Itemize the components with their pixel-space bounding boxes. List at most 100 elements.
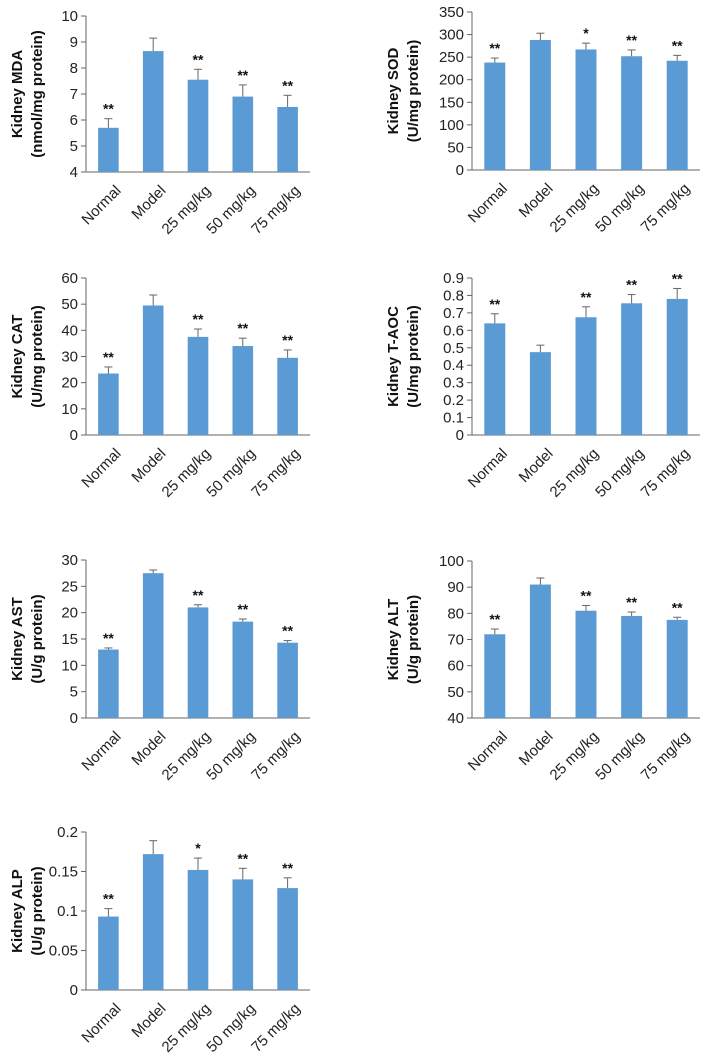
y-tick-label: 5 <box>70 138 78 155</box>
y-tick-label: 50 <box>447 684 464 701</box>
significance-marker: ** <box>193 587 204 603</box>
bar <box>529 39 551 170</box>
significance-marker: ** <box>193 311 204 327</box>
y-tick-label: 6 <box>70 112 78 129</box>
y-tick-label: 0.05 <box>49 943 78 960</box>
bar <box>98 373 119 435</box>
x-tick-label: Model <box>516 445 557 486</box>
significance-marker: ** <box>581 289 592 305</box>
significance-marker: ** <box>282 77 293 93</box>
y-axis-title: Kidney MDA <box>9 50 26 139</box>
y-tick-label: 350 <box>439 4 464 21</box>
significance-marker: ** <box>672 37 683 53</box>
y-tick-label: 10 <box>61 8 78 25</box>
bar <box>666 619 688 718</box>
y-tick-label: 0.3 <box>443 375 464 392</box>
y-tick-label: 7 <box>70 86 78 103</box>
bar <box>484 62 506 171</box>
bar <box>575 610 597 718</box>
y-tick-label: 50 <box>61 296 78 313</box>
bar <box>142 573 164 718</box>
bar <box>277 642 298 718</box>
x-tick-label: 75 mg/kg <box>638 728 694 784</box>
y-tick-label: 20 <box>61 605 78 622</box>
significance-marker: ** <box>237 67 248 83</box>
significance-marker: ** <box>626 277 637 293</box>
y-tick-label: 0.2 <box>443 392 464 409</box>
bar <box>277 107 298 172</box>
significance-marker: ** <box>103 349 114 365</box>
y-axis-title: Kidney SOD <box>385 47 402 134</box>
y-tick-label: 300 <box>439 27 464 44</box>
y-axis-subtitle: (U/mg protein) <box>405 40 422 143</box>
x-tick-label: Normal <box>465 728 511 774</box>
x-tick-label: 75 mg/kg <box>638 180 694 236</box>
bar <box>232 96 254 172</box>
y-tick-label: 9 <box>70 34 78 51</box>
x-tick-label: 50 mg/kg <box>592 728 648 784</box>
chart-panel: 4 5 6 7 8 9 10 Kidney MDA (nmol/mg protein) ** Nor… <box>9 8 310 238</box>
y-tick-label: 0.1 <box>57 903 78 920</box>
y-tick-label: 0 <box>456 162 464 179</box>
significance-marker: * <box>583 25 589 41</box>
x-tick-label: Normal <box>78 728 124 774</box>
bar <box>187 869 209 990</box>
bar <box>232 346 254 435</box>
bar <box>666 298 688 435</box>
x-tick-label: 50 mg/kg <box>592 180 648 236</box>
bar <box>187 336 209 435</box>
x-tick-label: Normal <box>78 445 124 491</box>
bar <box>142 305 164 435</box>
y-tick-label: 60 <box>447 658 464 675</box>
x-tick-label: 25 mg/kg <box>547 728 603 784</box>
y-tick-label: 0.2 <box>57 824 78 841</box>
bar <box>575 317 597 435</box>
significance-marker: ** <box>103 101 114 117</box>
x-tick-label: Normal <box>465 445 511 491</box>
y-tick-label: 90 <box>447 579 464 596</box>
y-axis-subtitle: (U/mg protein) <box>29 305 46 408</box>
y-tick-label: 15 <box>61 631 78 648</box>
significance-marker: ** <box>103 630 114 646</box>
bar <box>232 879 254 990</box>
y-tick-label: 25 <box>61 578 78 595</box>
y-tick-label: 30 <box>61 349 78 366</box>
bar <box>142 854 164 990</box>
bar <box>529 584 551 718</box>
bar <box>575 49 597 171</box>
bar <box>187 79 209 172</box>
y-tick-label: 40 <box>447 710 464 727</box>
x-tick-label: Model <box>516 180 557 221</box>
y-tick-label: 0.9 <box>443 270 464 287</box>
significance-marker: ** <box>282 623 293 639</box>
bar <box>277 888 298 990</box>
significance-marker: ** <box>581 587 592 603</box>
x-tick-label: Normal <box>78 1000 124 1046</box>
y-tick-label: 70 <box>447 632 464 649</box>
x-tick-label: Model <box>128 182 169 223</box>
y-axis-title: Kidney ALT <box>385 599 402 681</box>
bar <box>621 56 643 170</box>
bar <box>187 607 209 718</box>
x-tick-label: 75 mg/kg <box>638 445 694 501</box>
chart-panel: 40 50 60 70 80 90 100 Kidney ALT (U/g protein) **… <box>385 553 700 784</box>
y-tick-label: 200 <box>439 72 464 89</box>
y-tick-label: 0 <box>456 427 464 444</box>
y-tick-label: 0 <box>70 427 78 444</box>
x-tick-label: Model <box>128 445 169 486</box>
significance-marker: ** <box>103 891 114 907</box>
significance-marker: ** <box>626 594 637 610</box>
x-tick-label: Normal <box>465 180 511 226</box>
significance-marker: ** <box>282 860 293 876</box>
y-tick-label: 0.4 <box>443 357 464 374</box>
bar <box>621 303 643 435</box>
significance-marker: ** <box>237 320 248 336</box>
significance-marker: ** <box>672 599 683 615</box>
significance-marker: ** <box>193 51 204 67</box>
y-axis-title: Kidney ALP <box>9 869 26 953</box>
y-tick-label: 100 <box>439 553 464 570</box>
x-tick-label: 75 mg/kg <box>248 728 304 784</box>
x-tick-label: Model <box>128 728 169 769</box>
